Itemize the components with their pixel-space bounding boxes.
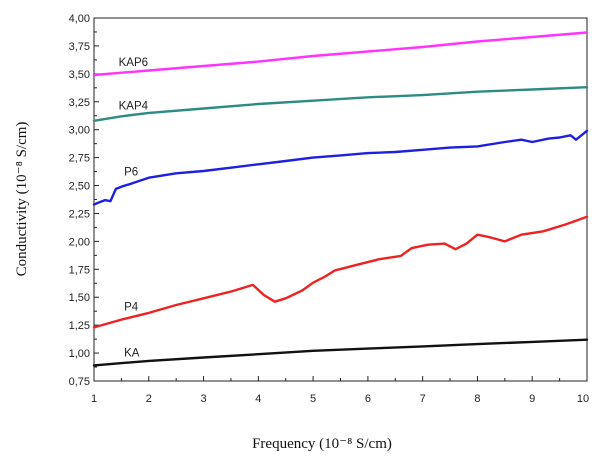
series-line-kap6	[92, 31, 589, 77]
x-tick-label: 9	[529, 393, 535, 405]
y-tick-label: 3,50	[69, 69, 90, 81]
x-tick-label: 7	[420, 393, 426, 405]
y-axis: 0,75 1,00 1,25 1,50 1,75 2,00 2,25 2,50 2,75 3,00…	[69, 13, 99, 388]
y-tick-label: 4,00	[69, 13, 90, 25]
series-layer	[92, 31, 589, 367]
y-tick-label: 1,25	[69, 320, 90, 332]
y-tick-label: 3,75	[69, 41, 90, 53]
series-line-ka	[92, 338, 589, 367]
x-tick-label: 4	[255, 393, 261, 405]
x-tick-label: 6	[365, 393, 371, 405]
x-tick-label: 3	[200, 393, 206, 405]
y-tick-label: 1,75	[69, 264, 90, 276]
plot-frame	[93, 17, 588, 382]
y-tick-label: 3,25	[69, 97, 90, 109]
y-tick-label: 0,75	[69, 376, 90, 388]
x-tick-label: 5	[310, 393, 316, 405]
x-tick-label: 2	[146, 393, 152, 405]
series-line-p4	[92, 215, 589, 329]
series-line-p6	[92, 129, 589, 206]
y-tick-label: 2,25	[69, 208, 90, 220]
series-label-p4: P4	[124, 302, 139, 314]
x-tick-label: 10	[577, 393, 589, 405]
y-axis-title: Conductivity (10⁻⁸ S/cm)	[14, 122, 30, 277]
series-label-ka: KA	[124, 347, 140, 359]
y-tick-label: 2,50	[69, 181, 90, 193]
series-line-kap4	[92, 85, 589, 123]
series-label-kap4: KAP4	[119, 101, 149, 113]
series-label-p6: P6	[124, 166, 138, 178]
y-tick-label: 1,50	[69, 292, 90, 304]
y-tick-label: 2,00	[69, 236, 90, 248]
x-axis: 1 2 3 4 5 6 7 8 9 10	[91, 376, 589, 405]
series-label-kap6: KAP6	[119, 57, 148, 69]
y-tick-label: 3,00	[69, 125, 90, 137]
x-tick-label: 8	[474, 393, 480, 405]
x-axis-title: Frequency (10⁻⁸ S/cm)	[252, 436, 392, 452]
series-labels: KAP6 KAP4 P6 P4 KA	[119, 57, 149, 359]
x-tick-label: 1	[91, 393, 97, 405]
y-tick-label: 2,75	[69, 153, 90, 165]
y-tick-label: 1,00	[69, 348, 90, 360]
